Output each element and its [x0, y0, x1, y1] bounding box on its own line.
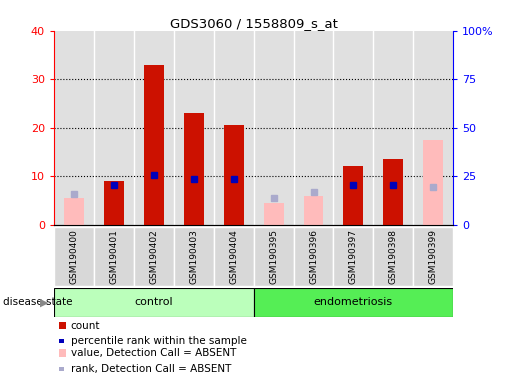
Bar [423, 140, 443, 225]
Text: GSM190404: GSM190404 [229, 229, 238, 284]
Bar [94, 31, 134, 225]
Bar [334, 227, 373, 286]
Bar [214, 227, 253, 286]
Text: count: count [71, 321, 100, 331]
Text: GSM190399: GSM190399 [429, 229, 438, 284]
Text: GSM190400: GSM190400 [70, 229, 78, 284]
Text: GSM190395: GSM190395 [269, 229, 278, 284]
Text: GSM190402: GSM190402 [149, 229, 158, 284]
Text: GSM190401: GSM190401 [110, 229, 118, 284]
Bar [383, 159, 403, 225]
Bar [174, 31, 214, 225]
Text: value, Detection Call = ABSENT: value, Detection Call = ABSENT [71, 348, 236, 358]
Bar [94, 227, 134, 286]
Bar [134, 227, 174, 286]
Text: endometriosis: endometriosis [314, 297, 393, 308]
Text: GSM190398: GSM190398 [389, 229, 398, 284]
Bar [253, 227, 294, 286]
Bar [224, 125, 244, 225]
Bar [134, 31, 174, 225]
Bar [334, 31, 373, 225]
Bar [373, 31, 413, 225]
Bar [54, 227, 94, 286]
Bar [303, 195, 323, 225]
Bar [253, 288, 453, 317]
Bar [144, 65, 164, 225]
Bar [264, 203, 284, 225]
Text: rank, Detection Call = ABSENT: rank, Detection Call = ABSENT [71, 364, 231, 374]
Bar [294, 31, 334, 225]
Text: ▶: ▶ [40, 298, 48, 308]
Bar [373, 227, 413, 286]
Text: GSM190397: GSM190397 [349, 229, 358, 284]
Bar [54, 288, 253, 317]
Text: percentile rank within the sample: percentile rank within the sample [71, 336, 247, 346]
Bar [253, 31, 294, 225]
Title: GDS3060 / 1558809_s_at: GDS3060 / 1558809_s_at [170, 17, 337, 30]
Bar [64, 198, 84, 225]
Bar [344, 167, 364, 225]
Bar [413, 31, 453, 225]
Bar [174, 227, 214, 286]
Bar [54, 31, 94, 225]
Text: control: control [134, 297, 173, 308]
Bar [294, 227, 334, 286]
Bar [413, 227, 453, 286]
Bar [104, 181, 124, 225]
Text: disease state: disease state [3, 297, 72, 307]
Bar [214, 31, 253, 225]
Text: GSM190403: GSM190403 [190, 229, 198, 284]
Text: GSM190396: GSM190396 [309, 229, 318, 284]
Bar [184, 113, 204, 225]
